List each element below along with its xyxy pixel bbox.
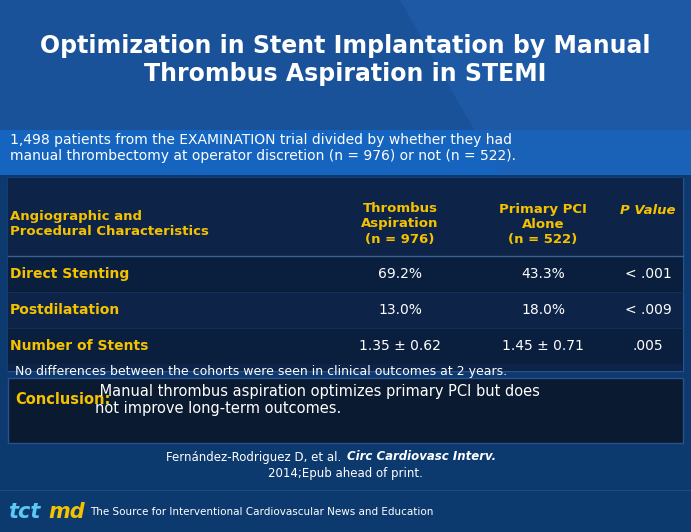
FancyBboxPatch shape bbox=[0, 0, 691, 130]
FancyBboxPatch shape bbox=[8, 328, 683, 364]
Text: Postdilatation: Postdilatation bbox=[10, 303, 120, 317]
Text: Fernández-Rodriguez D, et al.: Fernández-Rodriguez D, et al. bbox=[166, 451, 345, 463]
Text: The Source for Interventional Cardiovascular News and Education: The Source for Interventional Cardiovasc… bbox=[90, 507, 433, 517]
Text: md: md bbox=[48, 502, 85, 522]
Text: .005: .005 bbox=[633, 339, 663, 353]
Text: 18.0%: 18.0% bbox=[521, 303, 565, 317]
FancyBboxPatch shape bbox=[8, 178, 683, 256]
Text: 43.3%: 43.3% bbox=[521, 267, 565, 281]
FancyBboxPatch shape bbox=[8, 364, 683, 371]
Text: 1,498 patients from the EXAMINATION trial divided by whether they had
manual thr: 1,498 patients from the EXAMINATION tria… bbox=[10, 133, 516, 163]
Text: 69.2%: 69.2% bbox=[378, 267, 422, 281]
FancyBboxPatch shape bbox=[8, 292, 683, 328]
FancyBboxPatch shape bbox=[8, 178, 683, 371]
Text: P Value: P Value bbox=[621, 204, 676, 217]
Text: < .001: < .001 bbox=[625, 267, 672, 281]
Text: 13.0%: 13.0% bbox=[378, 303, 422, 317]
Text: Number of Stents: Number of Stents bbox=[10, 339, 149, 353]
Text: Circ Cardiovasc Interv.: Circ Cardiovasc Interv. bbox=[347, 451, 496, 463]
FancyBboxPatch shape bbox=[0, 130, 691, 175]
Polygon shape bbox=[400, 0, 691, 175]
Text: No differences between the cohorts were seen in clinical outcomes at 2 years.: No differences between the cohorts were … bbox=[15, 365, 507, 378]
FancyBboxPatch shape bbox=[0, 175, 691, 532]
FancyBboxPatch shape bbox=[8, 378, 683, 443]
Text: Optimization in Stent Implantation by Manual
Thrombus Aspiration in STEMI: Optimization in Stent Implantation by Ma… bbox=[40, 34, 650, 86]
Text: Manual thrombus aspiration optimizes primary PCI but does
not improve long-term : Manual thrombus aspiration optimizes pri… bbox=[95, 384, 540, 416]
Text: Conclusion:: Conclusion: bbox=[15, 393, 111, 408]
Text: 1.35 ± 0.62: 1.35 ± 0.62 bbox=[359, 339, 441, 353]
Text: < .009: < .009 bbox=[625, 303, 672, 317]
Text: 2014;Epub ahead of print.: 2014;Epub ahead of print. bbox=[267, 467, 422, 479]
Text: Thrombus
Aspiration
(n = 976): Thrombus Aspiration (n = 976) bbox=[361, 203, 439, 245]
Text: Angiographic and
Procedural Characteristics: Angiographic and Procedural Characterist… bbox=[10, 210, 209, 238]
Text: Primary PCI
Alone
(n = 522): Primary PCI Alone (n = 522) bbox=[499, 203, 587, 245]
Text: tct: tct bbox=[8, 502, 40, 522]
Text: Direct Stenting: Direct Stenting bbox=[10, 267, 129, 281]
Text: 1.45 ± 0.71: 1.45 ± 0.71 bbox=[502, 339, 584, 353]
FancyBboxPatch shape bbox=[8, 256, 683, 292]
